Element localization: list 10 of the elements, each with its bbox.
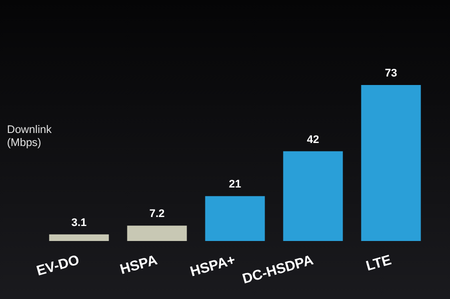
x-tick-label: LTE xyxy=(364,251,393,274)
data-label: 21 xyxy=(228,178,242,191)
data-label: 73 xyxy=(384,67,398,80)
data-label: 3.1 xyxy=(71,216,87,229)
data-label: 42 xyxy=(306,134,320,146)
data-label: 7.2 xyxy=(149,208,165,220)
x-tick-label: HSPA xyxy=(118,251,159,277)
y-axis-title: Downlink (Mbps) xyxy=(7,124,53,150)
x-tick-label: EV-DO xyxy=(34,251,81,279)
x-tick-label: HSPA+ xyxy=(188,251,237,280)
